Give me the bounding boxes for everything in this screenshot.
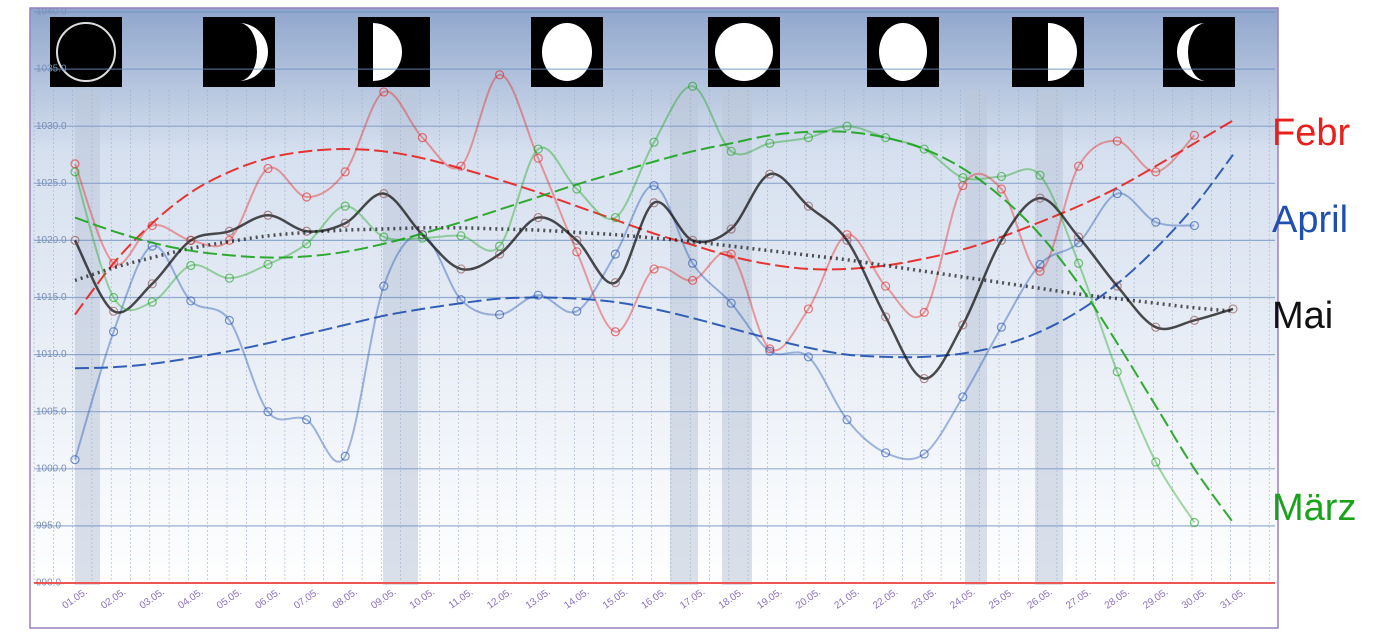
series-label: April — [1272, 199, 1348, 241]
y-tick-label: 1005.0 — [36, 406, 67, 417]
x-tick-label: 23.05. — [910, 587, 939, 612]
x-tick-label: 29.05. — [1141, 587, 1170, 612]
x-tick-label: 31.05. — [1219, 587, 1248, 612]
x-tick-label: 03.05. — [138, 587, 167, 612]
y-tick-label: 1020.0 — [36, 235, 67, 246]
x-tick-label: 05.05. — [215, 587, 244, 612]
x-tick-label: 16.05. — [640, 587, 669, 612]
x-tick-label: 08.05. — [331, 587, 360, 612]
x-tick-label: 24.05. — [948, 587, 977, 612]
x-tick-label: 11.05. — [447, 587, 475, 612]
x-tick-label: 10.05. — [408, 587, 437, 612]
x-tick-label: 20.05. — [794, 587, 823, 612]
y-tick-label: 1040.0 — [36, 7, 67, 18]
x-tick-label: 02.05. — [99, 587, 128, 612]
y-tick-label: 1030.0 — [36, 121, 67, 132]
x-tick-label: 04.05. — [176, 587, 205, 612]
x-tick-label: 28.05. — [1103, 587, 1132, 612]
y-tick-label: 1000.0 — [36, 463, 67, 474]
series-label: Febr — [1272, 112, 1350, 154]
y-tick-label: 995.0 — [36, 521, 61, 532]
x-tick-label: 21.05. — [833, 587, 862, 612]
x-tick-label: 09.05. — [369, 587, 398, 612]
x-tick-label: 12.05. — [485, 587, 514, 612]
chart: 990.0995.01000.01005.01010.01015.01020.0… — [0, 0, 1388, 641]
x-tick-label: 01.05. — [61, 587, 90, 612]
series-label: Mai — [1272, 295, 1333, 337]
x-tick-label: 25.05. — [987, 587, 1016, 612]
y-tick-label: 1015.0 — [36, 292, 67, 303]
x-tick-label: 14.05. — [562, 587, 591, 612]
x-tick-label: 17.05. — [678, 587, 707, 612]
x-tick-label: 18.05. — [717, 587, 746, 612]
x-tick-label: 07.05. — [292, 587, 321, 612]
y-tick-label: 1010.0 — [36, 349, 67, 360]
x-tick-label: 26.05. — [1026, 587, 1055, 612]
x-tick-label: 19.05. — [755, 587, 784, 612]
y-tick-label: 1035.0 — [36, 64, 67, 75]
y-tick-label: 1025.0 — [36, 178, 67, 189]
x-tick-label: 27.05. — [1064, 587, 1093, 612]
series-label: März — [1272, 487, 1356, 529]
x-tick-label: 06.05. — [254, 587, 283, 612]
x-tick-label: 22.05. — [871, 587, 900, 612]
x-tick-label: 30.05. — [1180, 587, 1209, 612]
page: 990.0995.01000.01005.01010.01015.01020.0… — [0, 0, 1388, 641]
x-tick-label: 15.05. — [601, 587, 630, 612]
x-tick-label: 13.05. — [524, 587, 553, 612]
